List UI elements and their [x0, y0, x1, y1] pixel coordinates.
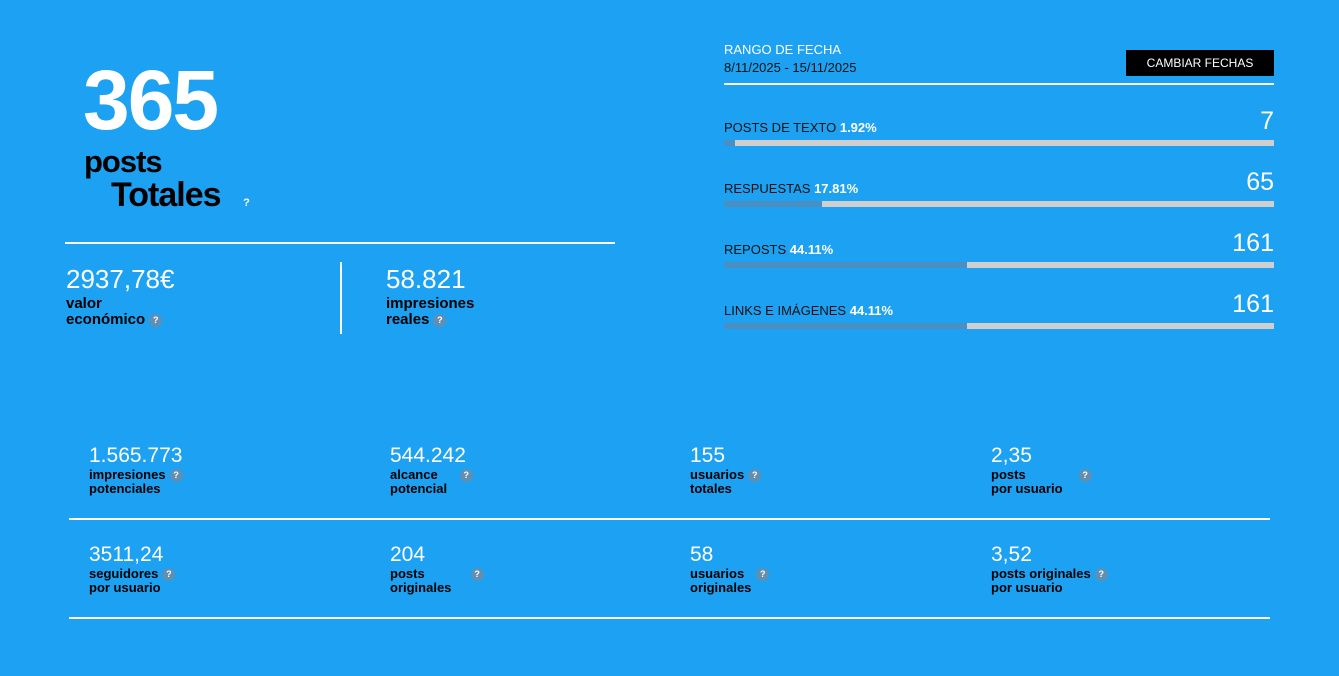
economic-value-label-line2: económico: [66, 311, 146, 328]
stat-potential-impressions: 1.565.773 impresiones? potenciales: [89, 445, 183, 496]
breakdown-count: 161: [1232, 290, 1274, 318]
breakdown-row-reposts: REPOSTS 44.11% 161: [724, 228, 1274, 268]
stat-label-line1: usuarios: [690, 467, 745, 482]
real-impressions-label-line1: impresiones: [386, 295, 475, 312]
help-icon[interactable]: ?: [459, 469, 473, 483]
stat-value: 58: [690, 543, 714, 566]
stat-value: 3,52: [991, 543, 1032, 566]
breakdown-row-replies: RESPUESTAS 17.81% 65: [724, 167, 1274, 207]
stat-label-line2: totales: [690, 481, 732, 497]
help-icon[interactable]: ?: [470, 568, 484, 582]
economic-value-label-line1: valor: [66, 295, 102, 312]
stat-label-line2: originales: [690, 580, 752, 596]
change-dates-button[interactable]: CAMBIAR FECHAS: [1126, 50, 1274, 76]
stat-value: 155: [690, 444, 726, 467]
breakdown-count: 161: [1232, 229, 1274, 257]
stat-label-line1: seguidores: [89, 566, 159, 581]
stat-total-users: 155 usuarios? totales: [690, 444, 762, 497]
stats-divider-2: [69, 617, 1270, 619]
stats-divider-1: [69, 518, 1270, 520]
breakdown-count: 7: [1260, 107, 1274, 135]
help-icon[interactable]: ?: [162, 568, 176, 582]
breakdown-bar-fill: [724, 140, 735, 146]
stat-label-line2: por usuario: [991, 580, 1063, 596]
stat-label-line2: potenciales: [89, 481, 161, 497]
economic-value-help-icon[interactable]: ?: [149, 313, 163, 327]
stat-original-users: 58 usuarios? originales: [690, 543, 770, 596]
real-impressions-metric: 58.821 impresiones reales?: [386, 266, 474, 328]
economic-value: 2937,78€: [66, 264, 175, 294]
breakdown-bar-track: [724, 140, 1274, 146]
breakdown-row-text-posts: POSTS DE TEXTO 1.92% 7: [724, 106, 1274, 146]
stat-original-posts-per-user: 3,52 posts originales? por usuario: [991, 544, 1108, 595]
breakdown-count: 65: [1246, 168, 1274, 196]
stat-value: 544.242: [390, 444, 466, 467]
stat-potential-reach: 544.242 alcance? potencial: [390, 445, 473, 496]
economic-value-metric: 2937,78€ valor económico?: [66, 266, 174, 328]
real-impressions-value: 58.821: [386, 264, 466, 294]
help-icon[interactable]: ?: [169, 469, 183, 483]
breakdown-bar-fill: [724, 201, 822, 207]
stat-label-line2: por usuario: [991, 481, 1063, 497]
breakdown-bar-track: [724, 323, 1274, 329]
hero-divider: [65, 242, 615, 244]
stat-value: 2,35: [991, 444, 1032, 467]
stat-label-line1: posts: [991, 467, 1026, 482]
breakdown-bar-fill: [724, 262, 967, 268]
breakdown-percent: 44.11%: [789, 242, 834, 257]
breakdown-row-links-images: LINKS E IMÁGENES 44.11% 161: [724, 289, 1274, 329]
total-posts-label-line2: Totales: [111, 176, 222, 214]
help-icon[interactable]: ?: [748, 469, 762, 483]
stat-label-line2: por usuario: [89, 580, 161, 596]
stat-value: 3511,24: [89, 543, 164, 566]
stat-label-line1: posts: [390, 566, 425, 581]
breakdown-label: REPOSTS: [724, 242, 787, 257]
breakdown-label: RESPUESTAS: [724, 181, 811, 196]
total-posts-label-line1: posts: [84, 144, 163, 179]
stat-followers-per-user: 3511,24 seguidores? por usuario: [89, 543, 176, 596]
help-icon[interactable]: ?: [1078, 469, 1092, 483]
stat-label-line2: originales: [390, 580, 452, 596]
stat-label-line1: alcance: [390, 467, 438, 482]
breakdown-percent: 1.92%: [839, 120, 877, 135]
date-range-divider: [724, 83, 1274, 85]
date-range-title: RANGO DE FECHA: [724, 42, 842, 57]
stat-value: 204: [390, 543, 426, 566]
total-posts-value: 365: [83, 53, 219, 147]
stat-value: 1.565.773: [89, 444, 183, 467]
breakdown-bar-track: [724, 201, 1274, 207]
help-icon[interactable]: ?: [756, 568, 770, 582]
real-impressions-label-line2: reales: [386, 311, 430, 328]
stat-label-line1: posts originales: [991, 566, 1091, 581]
breakdown-percent: 17.81%: [814, 181, 859, 196]
total-posts-help-icon[interactable]: ?: [243, 197, 250, 209]
breakdown-bar-track: [724, 262, 1274, 268]
help-icon[interactable]: ?: [1094, 568, 1108, 582]
stat-original-posts: 204 posts? originales: [390, 544, 484, 595]
date-range-value: 8/11/2025 - 15/11/2025: [724, 60, 857, 75]
stat-label-line1: impresiones: [89, 467, 166, 482]
stat-posts-per-user: 2,35 posts? por usuario: [991, 445, 1092, 496]
breakdown-label: LINKS E IMÁGENES: [724, 303, 847, 318]
breakdown-percent: 44.11%: [849, 303, 894, 318]
breakdown-bar-fill: [724, 323, 967, 329]
real-impressions-help-icon[interactable]: ?: [433, 313, 447, 327]
breakdown-label: POSTS DE TEXTO: [724, 120, 837, 135]
stat-label-line2: potencial: [390, 481, 448, 497]
stat-label-line1: usuarios: [690, 566, 745, 581]
metrics-divider: [340, 262, 342, 334]
